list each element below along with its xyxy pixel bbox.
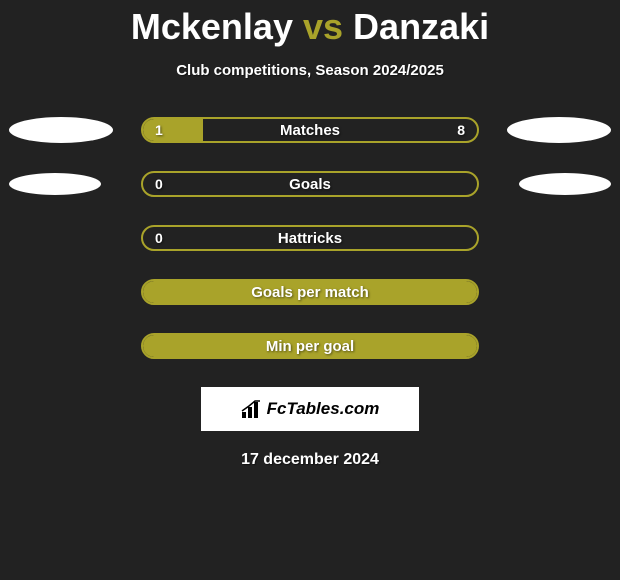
stat-bar: 0Goals <box>141 171 479 197</box>
player2-name: Danzaki <box>353 6 489 47</box>
stat-label: Matches <box>143 122 477 139</box>
comparison-widget: Mckenlay vs Danzaki Club competitions, S… <box>0 0 620 469</box>
badge-inner: FcTables.com <box>241 399 380 419</box>
stat-row: 0Hattricks <box>0 225 620 251</box>
date-text: 17 december 2024 <box>0 451 620 469</box>
stat-rows: 18Matches 0Goals 0Hattricks Goals per match… <box>0 117 620 359</box>
player1-token <box>9 173 101 195</box>
stat-bar: 18Matches <box>141 117 479 143</box>
stat-bar: Min per goal <box>141 333 479 359</box>
source-badge[interactable]: FcTables.com <box>201 387 419 431</box>
stat-row: Min per goal <box>0 333 620 359</box>
stat-bar: 0Hattricks <box>141 225 479 251</box>
player1-token <box>9 117 113 143</box>
stat-row: 0Goals <box>0 171 620 197</box>
player1-name: Mckenlay <box>131 6 293 47</box>
stat-bar: Goals per match <box>141 279 479 305</box>
stat-row: Goals per match <box>0 279 620 305</box>
vs-separator: vs <box>303 6 343 47</box>
stat-label: Min per goal <box>143 338 477 355</box>
player2-token <box>519 173 611 195</box>
subtitle: Club competitions, Season 2024/2025 <box>0 62 620 79</box>
stat-label: Goals <box>143 176 477 193</box>
page-title: Mckenlay vs Danzaki <box>0 6 620 48</box>
player2-token <box>507 117 611 143</box>
stat-label: Hattricks <box>143 230 477 247</box>
badge-text: FcTables.com <box>267 399 380 419</box>
bars-icon <box>241 400 263 418</box>
stat-row: 18Matches <box>0 117 620 143</box>
stat-label: Goals per match <box>143 284 477 301</box>
